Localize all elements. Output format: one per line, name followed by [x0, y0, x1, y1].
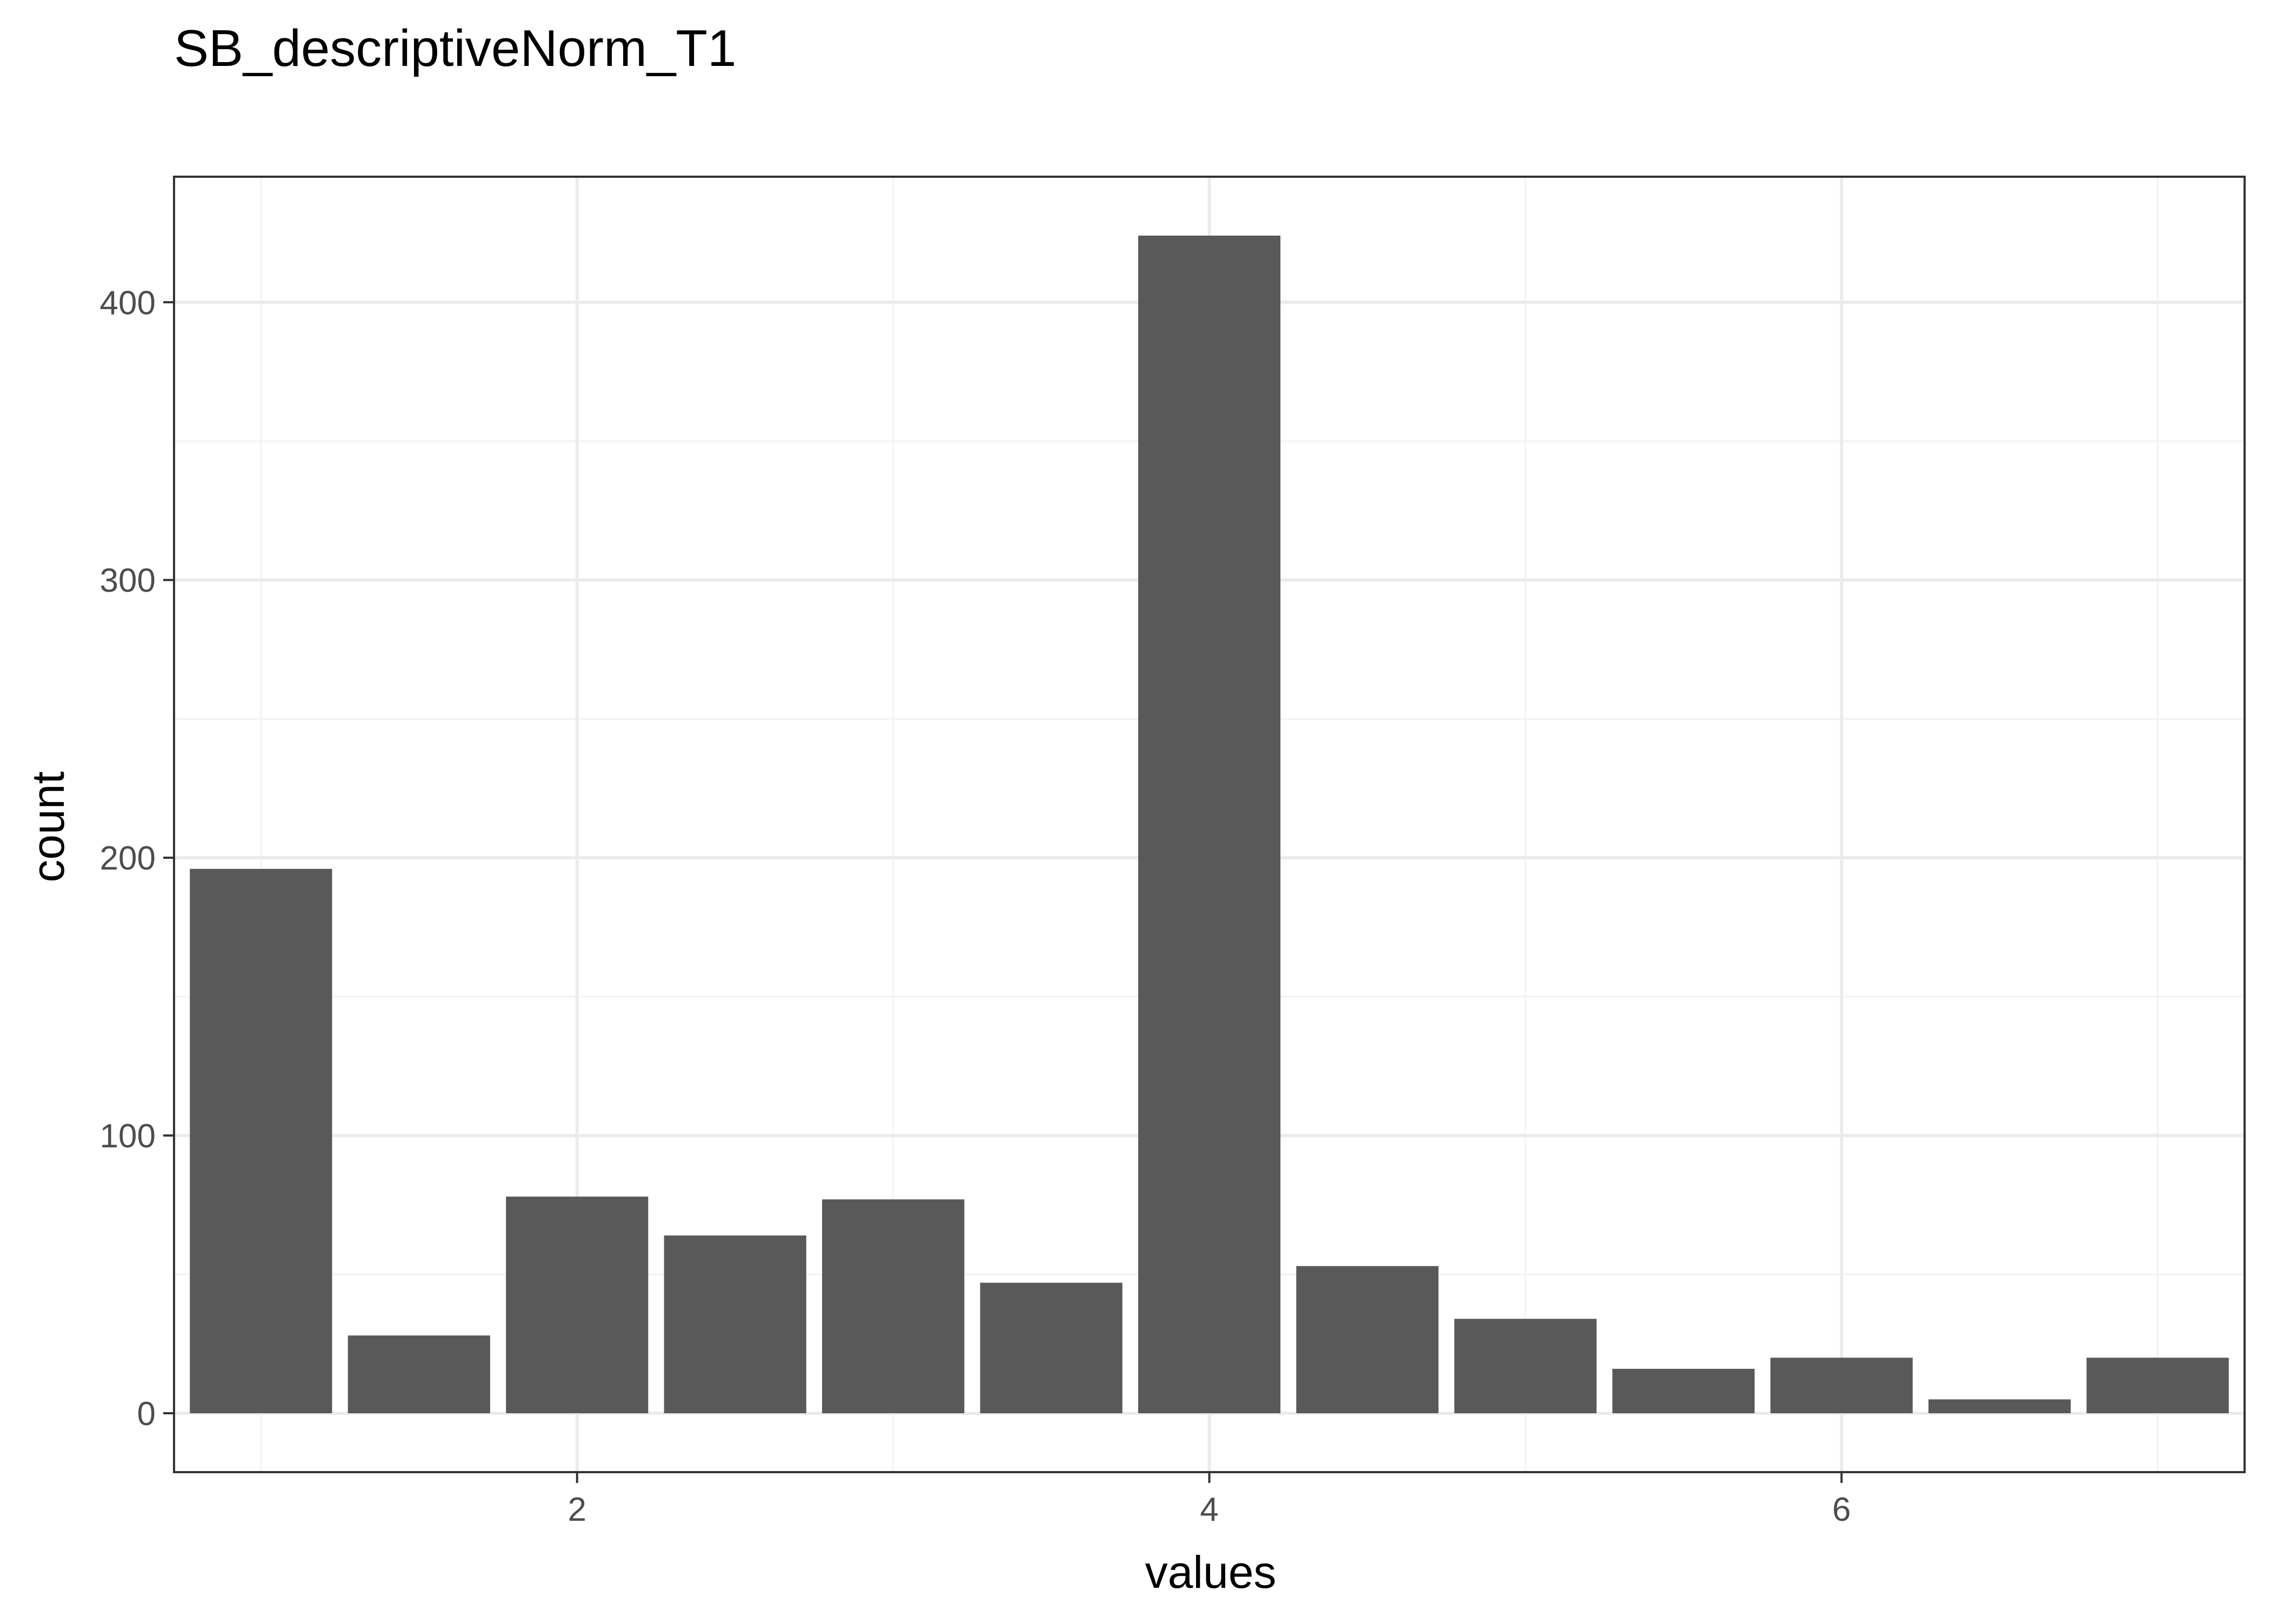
x-axis: 2 4 6 — [568, 1472, 1851, 1528]
x-tick-label: 2 — [568, 1491, 586, 1528]
chart-title: SB_descriptiveNorm_T1 — [174, 19, 736, 77]
bar — [980, 1282, 1123, 1414]
x-tick-label: 4 — [1200, 1491, 1218, 1528]
x-tick-label: 6 — [1832, 1491, 1851, 1528]
bar — [190, 868, 332, 1414]
y-tick-label: 400 — [100, 284, 156, 322]
y-tick-label: 0 — [137, 1395, 156, 1433]
bar — [2086, 1358, 2229, 1414]
y-axis: 0 100 200 300 400 — [100, 284, 174, 1433]
bar — [1454, 1319, 1597, 1414]
bar — [1296, 1266, 1439, 1414]
y-tick-label: 200 — [100, 840, 156, 877]
x-axis-title: values — [1145, 1547, 1277, 1598]
y-tick-label: 100 — [100, 1118, 156, 1155]
y-axis-title: count — [23, 771, 74, 883]
bar — [1612, 1368, 1755, 1414]
bar — [1928, 1399, 2071, 1414]
y-tick-label: 300 — [100, 562, 156, 599]
bars-group — [190, 235, 2229, 1414]
bar — [506, 1197, 649, 1414]
bar — [1770, 1358, 1913, 1414]
bar — [348, 1335, 490, 1414]
bar — [664, 1235, 806, 1414]
bar — [822, 1199, 965, 1414]
bar — [1138, 235, 1281, 1414]
